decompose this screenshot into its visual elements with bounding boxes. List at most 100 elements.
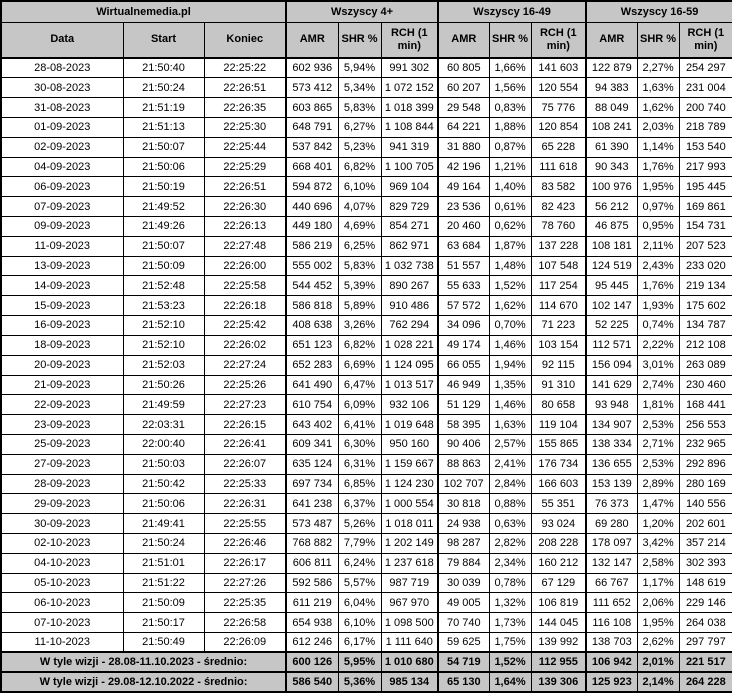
cell: 212 108: [678, 334, 732, 356]
cell: 122 879: [585, 57, 638, 79]
cell: 102 707: [437, 473, 490, 495]
cell: 440 696: [285, 196, 339, 217]
cell: 93 948: [585, 394, 638, 416]
table-row: 30-08-2023 21:50:24 22:26:51 573 412 5,34% 1 …: [0, 77, 732, 99]
cell: 23-09-2023: [0, 414, 124, 435]
cell: 58 395: [437, 414, 490, 435]
cell: 21:51:13: [122, 116, 205, 138]
cell: 22:26:09: [203, 632, 287, 653]
cell: 890 267: [380, 275, 439, 297]
cell: 1 108 844: [380, 116, 439, 138]
cell: 862 971: [380, 235, 439, 257]
cell: 178 097: [585, 533, 638, 554]
cell: 1,52%: [488, 275, 532, 297]
cell: 2,57%: [488, 433, 532, 455]
cell: 3,42%: [636, 533, 680, 554]
cell: 2,34%: [488, 552, 532, 574]
cell: 219 134: [678, 275, 732, 297]
cell: 0,63%: [488, 513, 532, 534]
cell: 5,57%: [337, 572, 382, 594]
cell: 31-08-2023: [0, 97, 124, 118]
cell: 1,76%: [636, 156, 680, 178]
cell: 111 652: [585, 592, 638, 614]
cell: 302 393: [678, 552, 732, 574]
cell: 107 548: [530, 255, 587, 277]
cell: 88 863: [437, 453, 490, 475]
cell: 1,17%: [636, 572, 680, 594]
cell: 1,93%: [636, 295, 680, 317]
cell: 6,41%: [337, 414, 382, 435]
cell: 2,53%: [636, 414, 680, 435]
cell: 1,21%: [488, 156, 532, 178]
cell: 1 000 554: [380, 493, 439, 515]
cell: 175 602: [678, 295, 732, 317]
table-body: 28-08-2023 21:50:40 22:25:22 602 936 5,94% 99…: [0, 57, 732, 693]
summary-row: W tyle wizji - 29.08-12.10.2022 - średni…: [0, 671, 732, 693]
cell: 140 556: [678, 493, 732, 515]
group-header-row: Wirtualnemedia.pl Wszyscy 4+ Wszyscy 16-…: [0, 0, 732, 23]
cell: 14-09-2023: [0, 275, 124, 297]
cell: 586 818: [285, 295, 339, 317]
cell: 34 096: [437, 315, 490, 336]
summary-cell: 264 228: [678, 671, 732, 693]
cell: 586 219: [285, 235, 339, 257]
cell: 46 875: [585, 216, 638, 237]
cell: 66 767: [585, 572, 638, 594]
table-row: 04-09-2023 21:50:06 22:25:29 668 401 6,82% 1 …: [0, 156, 732, 178]
cell: 22:26:51: [203, 77, 287, 99]
cell: 0,61%: [488, 196, 532, 217]
cell: 7,79%: [337, 533, 382, 554]
cell: 603 865: [285, 97, 339, 118]
cell: 6,82%: [337, 156, 382, 178]
cell: 24 938: [437, 513, 490, 534]
cell: 648 791: [285, 116, 339, 138]
cell: 69 280: [585, 513, 638, 534]
cell: 6,30%: [337, 433, 382, 455]
cell: 641 238: [285, 493, 339, 515]
cell: 229 146: [678, 592, 732, 614]
cell: 61 390: [585, 136, 638, 158]
cell: 208 228: [530, 533, 587, 554]
cell: 635 124: [285, 453, 339, 475]
cell: 1,46%: [488, 334, 532, 356]
cell: 6,37%: [337, 493, 382, 515]
cell: 153 139: [585, 473, 638, 495]
cell: 6,10%: [337, 176, 382, 198]
cell: 28-08-2023: [0, 57, 124, 79]
cell: 90 343: [585, 156, 638, 178]
cell: 176 734: [530, 453, 587, 475]
cell: 3,26%: [337, 315, 382, 336]
cell: 114 670: [530, 295, 587, 317]
cell: 609 341: [285, 433, 339, 455]
cell: 573 412: [285, 77, 339, 99]
cell: 21:50:19: [122, 176, 205, 198]
cell: 256 553: [678, 414, 732, 435]
cell: 04-09-2023: [0, 156, 124, 178]
cell: 06-10-2023: [0, 592, 124, 614]
summary-cell: 125 923: [585, 671, 638, 693]
cell: 22:26:41: [203, 433, 287, 455]
cell: 22:26:07: [203, 453, 287, 475]
column-header: Koniec: [203, 21, 287, 59]
cell: 22:27:26: [203, 572, 287, 594]
cell: 06-09-2023: [0, 176, 124, 198]
cell: 610 754: [285, 394, 339, 416]
cell: 5,94%: [337, 57, 382, 79]
cell: 11-09-2023: [0, 235, 124, 257]
cell: 57 572: [437, 295, 490, 317]
cell: 21:51:01: [122, 552, 205, 574]
cell: 13-09-2023: [0, 255, 124, 277]
cell: 22:00:40: [122, 433, 205, 455]
cell: 60 805: [437, 57, 490, 79]
cell: 25-09-2023: [0, 433, 124, 455]
cell: 1 019 648: [380, 414, 439, 435]
cell: 2,27%: [636, 57, 680, 79]
cell: 292 896: [678, 453, 732, 475]
cell: 21:50:24: [122, 533, 205, 554]
cell: 21:52:48: [122, 275, 205, 297]
cell: 22:26:17: [203, 552, 287, 574]
cell: 94 383: [585, 77, 638, 99]
cell: 112 571: [585, 334, 638, 356]
table-row: 04-10-2023 21:51:01 22:26:17 606 811 6,24% 1 …: [0, 552, 732, 574]
cell: 21:52:03: [122, 354, 205, 376]
